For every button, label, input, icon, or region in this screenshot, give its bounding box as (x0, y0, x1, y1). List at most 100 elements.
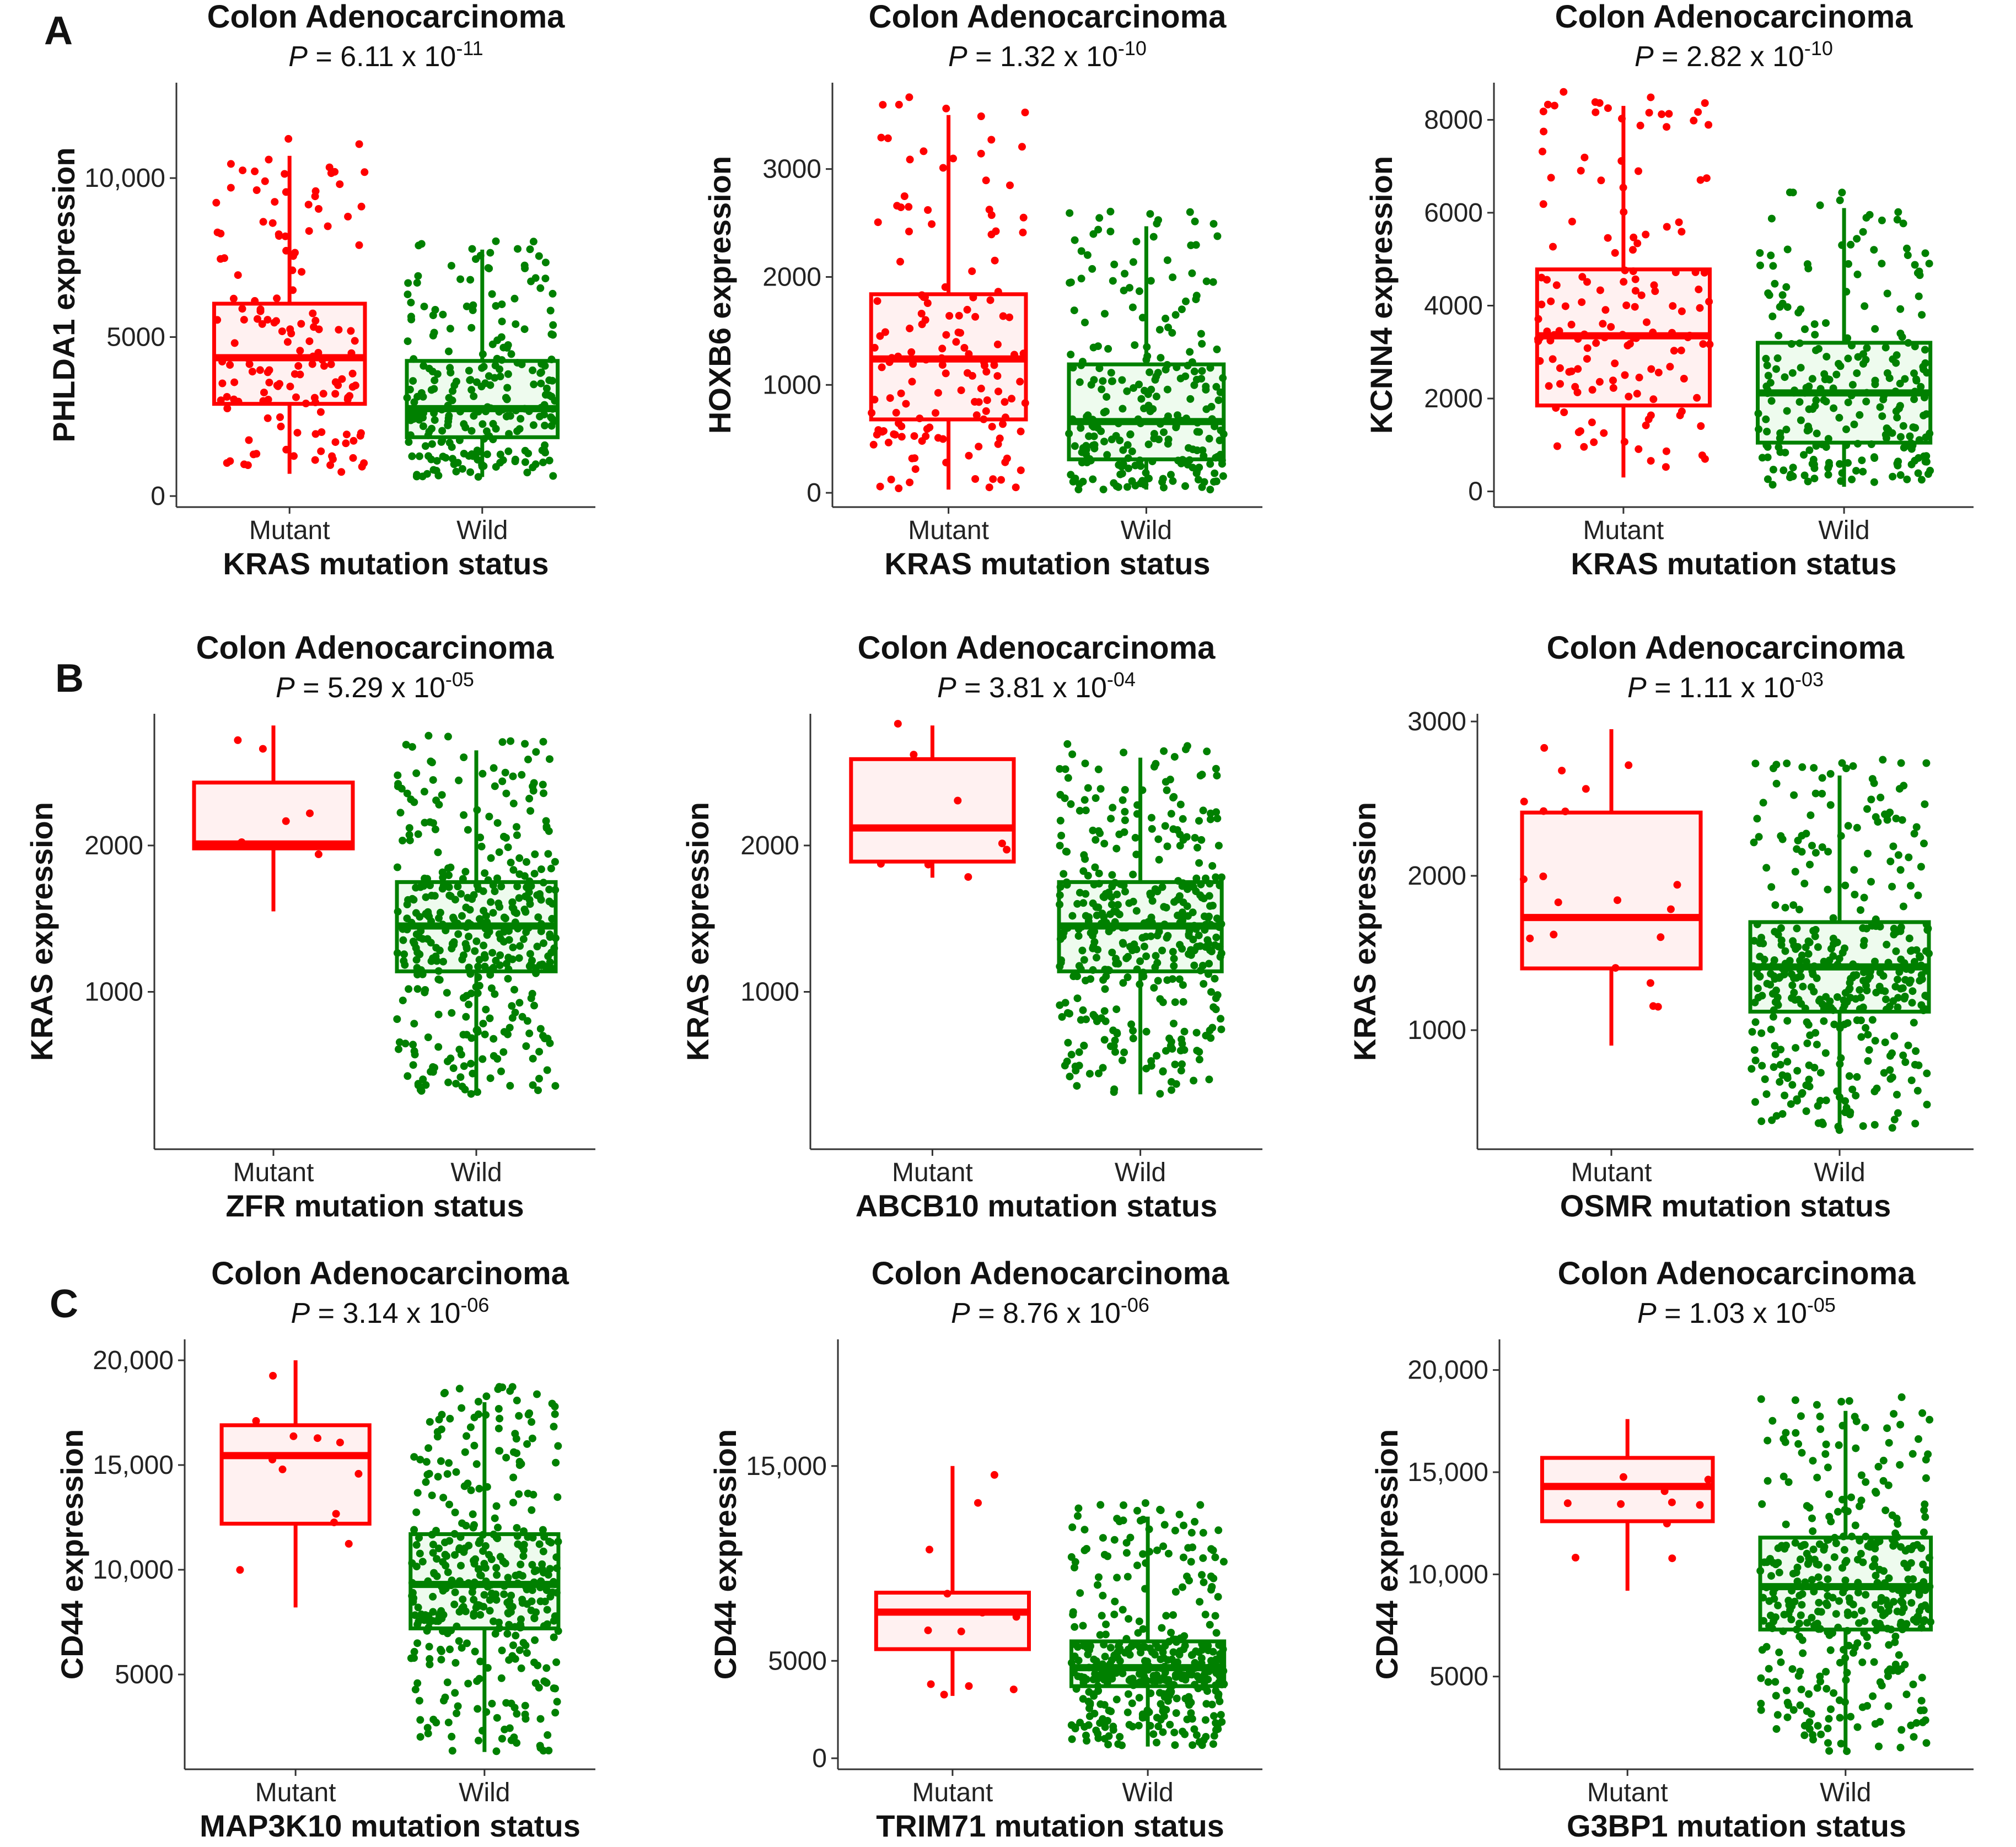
data-point (502, 789, 510, 798)
data-point (418, 1615, 426, 1623)
data-point (1829, 1006, 1837, 1014)
data-point (413, 1489, 422, 1497)
data-point (522, 908, 530, 916)
data-point (1764, 1477, 1772, 1485)
data-point (1798, 763, 1807, 771)
data-point (1662, 447, 1670, 455)
data-point (1601, 306, 1610, 314)
box-mutant (849, 757, 1016, 864)
data-point (1161, 1642, 1169, 1650)
data-point (251, 167, 259, 175)
data-point (1119, 460, 1127, 468)
data-point (1207, 1573, 1215, 1580)
data-point (407, 795, 415, 804)
data-point (1874, 1463, 1883, 1471)
data-point (1204, 1642, 1212, 1650)
data-point (1668, 1498, 1676, 1506)
data-point (521, 264, 529, 272)
data-point (1803, 1018, 1811, 1026)
data-point (1159, 1705, 1168, 1713)
data-point (405, 985, 413, 993)
data-point (1090, 880, 1098, 889)
data-point (1149, 1672, 1158, 1680)
data-point (881, 328, 889, 336)
data-point (1622, 301, 1631, 309)
data-point (1057, 956, 1065, 965)
data-point (1092, 836, 1100, 844)
data-point (1066, 1073, 1074, 1081)
data-point (467, 427, 476, 435)
y-tick-label: 5000 (768, 1646, 827, 1676)
data-point (1911, 1060, 1919, 1069)
box-mutant (1520, 810, 1703, 971)
data-point (1782, 1542, 1790, 1549)
data-point (1842, 425, 1850, 433)
data-point (1898, 816, 1906, 824)
data-point (525, 794, 534, 803)
y-tick-label: 5000 (106, 323, 165, 352)
data-point (452, 1080, 460, 1088)
data-point (1888, 1124, 1896, 1132)
data-point (1113, 1574, 1121, 1582)
data-point (1159, 1690, 1168, 1698)
data-point (410, 1647, 418, 1656)
data-point (1823, 1564, 1831, 1572)
data-point (434, 1010, 443, 1019)
data-point (498, 738, 507, 746)
data-point (326, 461, 335, 469)
data-point (1155, 855, 1163, 864)
data-point (1910, 395, 1918, 403)
data-point (549, 472, 557, 480)
data-point (336, 1439, 344, 1447)
data-point (1188, 269, 1196, 277)
data-point (1849, 762, 1857, 770)
data-point (1921, 1513, 1929, 1521)
data-point (309, 309, 317, 317)
data-point (1897, 759, 1905, 767)
data-point (1069, 1611, 1077, 1619)
data-point (1181, 1730, 1189, 1738)
data-point (1779, 1627, 1787, 1635)
data-point (1077, 361, 1085, 369)
data-point (1858, 1658, 1867, 1666)
data-point (424, 431, 432, 439)
data-point (1919, 1560, 1927, 1569)
data-point (921, 293, 929, 301)
data-point (473, 881, 481, 889)
data-point (1772, 365, 1780, 373)
data-point (971, 475, 980, 483)
data-point (305, 227, 313, 235)
data-point (1540, 807, 1547, 815)
data-point (311, 456, 319, 464)
data-point (464, 1679, 472, 1688)
data-point (1815, 1560, 1823, 1569)
data-point (412, 1563, 421, 1571)
data-point (1862, 1024, 1870, 1032)
x-category-label: Mutant (255, 1778, 336, 1807)
x-category-label: Wild (1121, 516, 1172, 545)
data-point (1797, 364, 1805, 372)
data-point (260, 389, 268, 397)
data-point (1751, 1018, 1760, 1026)
data-point (1809, 1457, 1817, 1465)
data-point (1123, 1708, 1132, 1716)
data-point (1753, 920, 1761, 929)
p-mantissa: = 3.14 x 10 (310, 1297, 460, 1329)
data-point (409, 1041, 417, 1049)
data-point (524, 1533, 532, 1541)
data-point (1132, 238, 1141, 246)
data-point (467, 1486, 475, 1494)
data-point (1913, 1086, 1922, 1095)
data-point (964, 873, 972, 881)
data-point (535, 1540, 544, 1548)
data-point (938, 344, 947, 353)
data-point (1141, 1499, 1149, 1507)
data-point (1142, 952, 1151, 960)
data-point (999, 312, 1007, 320)
data-point (1596, 286, 1604, 294)
data-point (1768, 313, 1777, 320)
data-point (523, 1649, 531, 1657)
data-point (314, 850, 322, 858)
data-point (545, 456, 553, 465)
data-point (1778, 1110, 1787, 1118)
